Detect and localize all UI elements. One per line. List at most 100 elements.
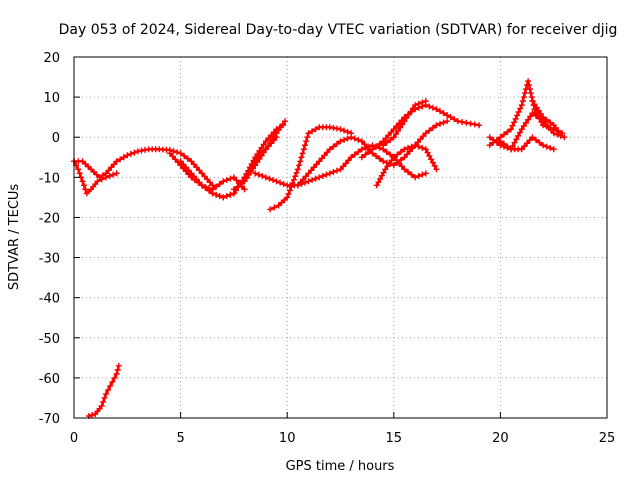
- data-point: [96, 174, 103, 181]
- data-point: [206, 187, 213, 194]
- data-point: [414, 139, 421, 146]
- data-point: [557, 130, 564, 137]
- data-point: [280, 181, 287, 188]
- data-point: [298, 154, 305, 161]
- data-point: [202, 185, 209, 192]
- data-point: [429, 104, 436, 111]
- data-point: [373, 143, 380, 150]
- data-point: [260, 149, 267, 156]
- data-point: [373, 182, 380, 189]
- data-point: [526, 82, 533, 89]
- data-point: [245, 171, 252, 178]
- data-point: [384, 163, 391, 170]
- data-point: [401, 166, 408, 173]
- data-point: [447, 114, 454, 121]
- data-point: [288, 183, 295, 190]
- data-point: [405, 168, 412, 175]
- plot-frame: [73, 56, 608, 419]
- data-point: [380, 158, 387, 165]
- data-point: [108, 164, 115, 171]
- data-point: [422, 98, 429, 105]
- data-point: [531, 101, 538, 108]
- data-point: [110, 161, 117, 168]
- data-point: [127, 150, 134, 157]
- data-point: [397, 124, 404, 131]
- data-point: [358, 146, 365, 153]
- data-point: [537, 110, 544, 117]
- data-point: [380, 142, 387, 149]
- data-point: [75, 166, 82, 173]
- y-tick-label: -50: [39, 332, 60, 347]
- x-axis-label: GPS time / hours: [286, 459, 395, 474]
- data-point: [518, 102, 525, 109]
- data-point: [369, 146, 376, 153]
- data-point: [310, 164, 317, 171]
- data-point: [420, 133, 427, 140]
- data-point: [266, 175, 273, 182]
- data-point: [401, 146, 408, 153]
- data-point: [227, 191, 234, 198]
- y-tick-label: -70: [39, 412, 60, 427]
- data-point: [428, 156, 435, 163]
- data-point: [406, 148, 413, 155]
- data-point: [273, 130, 280, 137]
- data-point: [206, 179, 213, 186]
- data-point: [256, 155, 263, 162]
- data-point: [79, 178, 86, 185]
- data-point: [113, 370, 120, 377]
- data-point: [220, 178, 227, 185]
- data-point: [412, 174, 419, 181]
- data-point: [301, 142, 308, 149]
- data-point: [230, 174, 237, 181]
- data-point: [190, 173, 197, 180]
- data-point: [378, 172, 385, 179]
- data-point: [196, 167, 203, 174]
- data-point: [344, 135, 351, 142]
- data-point: [290, 176, 297, 183]
- data-point: [426, 127, 433, 134]
- data-point: [362, 151, 369, 158]
- x-tick-label: 15: [386, 431, 403, 446]
- data-point: [540, 142, 547, 149]
- series-arc-13: [486, 78, 566, 149]
- data-point: [181, 152, 188, 159]
- data-point: [241, 178, 248, 185]
- data-point: [388, 129, 395, 136]
- data-point: [520, 122, 527, 129]
- data-point: [198, 182, 205, 189]
- data-point: [509, 142, 516, 149]
- x-tick-labels: 0 5 10 15 20 25: [70, 412, 615, 446]
- data-point: [227, 175, 234, 182]
- data-point: [255, 171, 262, 178]
- data-point: [294, 182, 301, 189]
- data-point: [383, 148, 390, 155]
- data-point: [252, 170, 259, 177]
- series-line: [232, 119, 287, 191]
- data-point: [463, 119, 470, 126]
- data-point: [490, 136, 497, 143]
- data-point: [419, 99, 426, 106]
- data-point: [250, 165, 257, 172]
- y-axis-label: SDTVAR / TECUs: [7, 184, 22, 291]
- data-point: [193, 176, 200, 183]
- data-point: [238, 181, 245, 188]
- data-point: [433, 122, 440, 129]
- data-point: [459, 118, 466, 125]
- data-point: [241, 186, 248, 193]
- data-point: [265, 143, 272, 150]
- data-point: [300, 176, 307, 183]
- data-point: [101, 394, 108, 401]
- data-point: [419, 171, 426, 178]
- y-tick-label: -10: [39, 171, 60, 186]
- data-point: [312, 175, 319, 182]
- data-point: [515, 132, 522, 139]
- data-point: [259, 172, 266, 179]
- series-arc-15: [497, 134, 557, 153]
- data-point: [267, 206, 274, 213]
- data-point: [540, 114, 547, 121]
- data-point: [387, 151, 394, 158]
- data-point: [348, 134, 355, 141]
- data-point: [444, 118, 451, 125]
- data-point: [326, 146, 333, 153]
